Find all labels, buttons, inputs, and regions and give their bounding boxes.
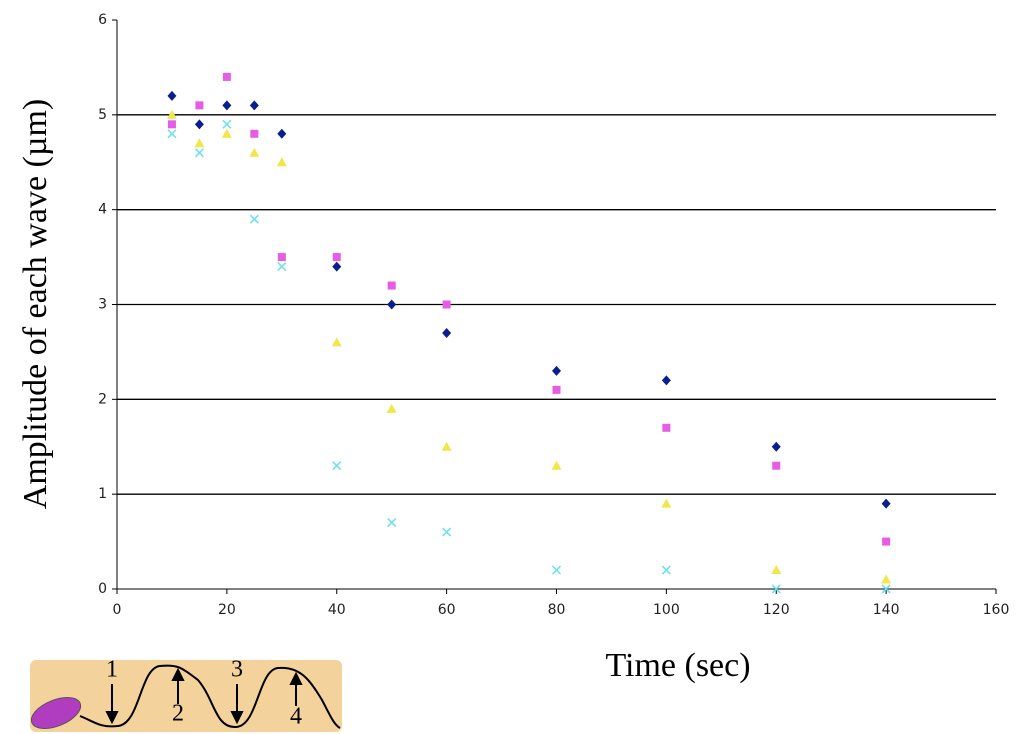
point <box>881 498 891 509</box>
y-tick-label: 6 <box>98 12 107 28</box>
point <box>551 460 562 470</box>
point <box>277 253 286 262</box>
y-tick-label: 3 <box>98 297 107 313</box>
point <box>771 565 782 575</box>
point <box>194 119 204 130</box>
point <box>662 423 671 432</box>
point <box>277 262 287 272</box>
x-tick-label: 60 <box>438 602 456 618</box>
point <box>882 537 891 546</box>
point <box>661 498 672 508</box>
point <box>195 101 204 110</box>
point <box>222 72 231 81</box>
point <box>166 109 177 119</box>
inset-label: 3 <box>231 657 243 683</box>
point <box>387 281 396 290</box>
wave-path <box>79 664 341 729</box>
point <box>772 461 781 470</box>
point <box>167 90 177 101</box>
point <box>332 253 341 262</box>
inset-label: 4 <box>290 704 302 730</box>
point <box>250 129 259 138</box>
point <box>881 584 891 594</box>
point <box>249 100 259 111</box>
point <box>222 119 232 129</box>
inset-label: 2 <box>172 701 184 727</box>
point <box>194 148 204 158</box>
point <box>221 128 232 138</box>
point <box>249 214 259 224</box>
x-tick-label: 20 <box>218 602 236 618</box>
cell-body <box>30 697 82 729</box>
point <box>441 441 452 451</box>
point <box>881 574 892 584</box>
x-tick-label: 160 <box>983 602 1010 618</box>
point <box>661 375 671 386</box>
point <box>331 337 342 347</box>
x-tick-label: 100 <box>653 602 680 618</box>
arrows <box>105 667 303 725</box>
point <box>332 461 342 471</box>
point <box>442 527 452 537</box>
y-tick-label: 2 <box>98 391 107 407</box>
point <box>771 584 781 594</box>
point <box>194 138 205 148</box>
point <box>387 299 397 310</box>
point <box>661 565 671 575</box>
y-tick-label: 1 <box>98 486 107 502</box>
point <box>249 147 260 157</box>
point <box>771 441 781 452</box>
point <box>276 157 287 167</box>
point <box>552 365 561 376</box>
x-axis-title: Time (sec) <box>605 647 750 684</box>
point <box>386 403 397 413</box>
x-tick-label: 120 <box>763 602 790 618</box>
point <box>387 518 397 528</box>
point <box>332 261 342 272</box>
point <box>442 327 452 338</box>
x-tick-label: 80 <box>548 602 566 618</box>
point <box>551 565 562 575</box>
point <box>442 300 451 309</box>
x-tick-label: 0 <box>113 602 122 618</box>
point <box>222 100 232 111</box>
y-tick-label: 5 <box>98 107 107 123</box>
inset-diagram: 1 2 3 4 <box>30 657 342 732</box>
y-tick-label: 4 <box>98 202 107 218</box>
point <box>277 128 287 139</box>
point <box>552 385 561 394</box>
y-axis-title: Amplitude of each wave (µm) <box>17 99 54 509</box>
x-tick-label: 40 <box>328 602 346 618</box>
point <box>167 120 176 129</box>
inset-label: 1 <box>106 657 118 683</box>
y-tick-label: 0 <box>98 581 107 597</box>
point <box>167 129 177 139</box>
x-tick-label: 140 <box>873 602 900 618</box>
